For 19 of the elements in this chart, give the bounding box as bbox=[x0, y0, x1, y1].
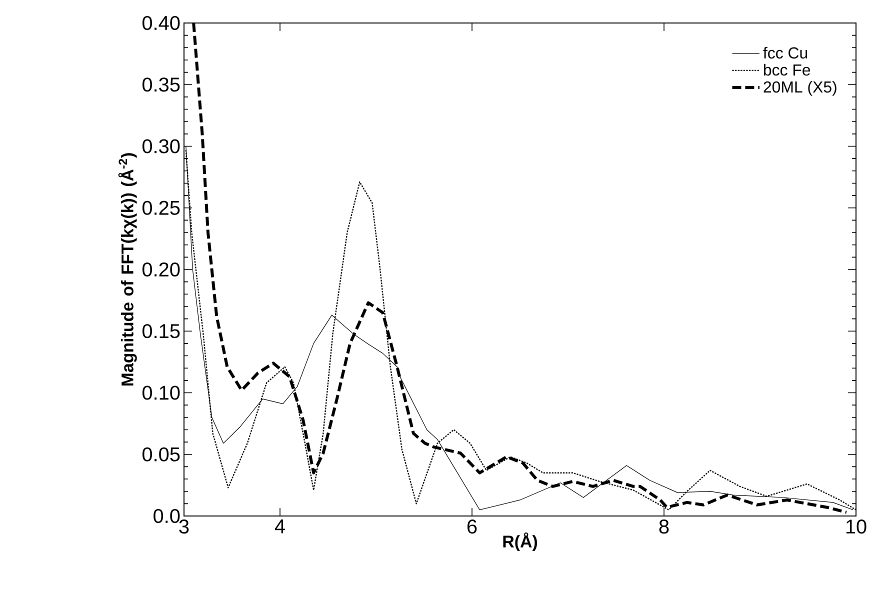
y-tick-label: 0.30 bbox=[142, 139, 180, 154]
x-tick-label: 8 bbox=[659, 520, 669, 534]
legend-label: bcc Fe bbox=[764, 64, 810, 76]
legend-label: 20ML (X5) bbox=[764, 80, 836, 96]
x-tick-label: 4 bbox=[274, 520, 285, 534]
y-tick-label: 0.15 bbox=[142, 324, 180, 338]
x-axis-title: R(Å) bbox=[503, 532, 538, 551]
x-tick-label: 6 bbox=[467, 520, 477, 534]
y-tick-label: 0.40 bbox=[142, 16, 180, 30]
legend-label: fcc Cu bbox=[763, 46, 808, 59]
y-axis-title: Magnitude of FFT(kχ(k)) (Å$^{-2}$) bbox=[118, 153, 137, 386]
y-tick-label: 0.25 bbox=[142, 200, 180, 215]
x-tick-label: 3 bbox=[179, 520, 189, 534]
y-tick-label: 0.05 bbox=[142, 447, 180, 462]
y-tick-label: 0.10 bbox=[142, 386, 180, 400]
y-tick-label: 0.35 bbox=[142, 78, 180, 92]
y-tick-label: 0.0 bbox=[154, 508, 180, 524]
y-tick-label: 0.20 bbox=[142, 262, 180, 277]
x-tick-label: 10 bbox=[846, 520, 866, 534]
